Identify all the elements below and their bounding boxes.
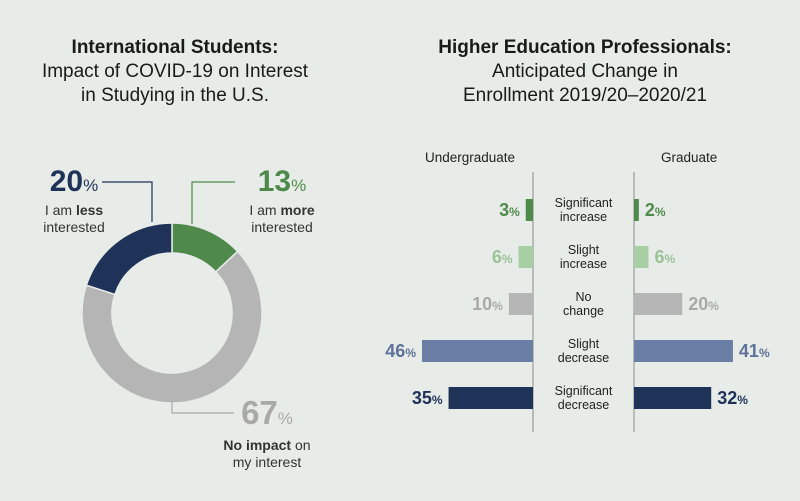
donut-pct-less: 20% <box>49 165 99 198</box>
donut-label-no-impact: 67% No impact on my interest <box>212 395 322 471</box>
value-label-undergraduate: 10% <box>472 294 503 314</box>
right-title-line-2: Anticipated Change in <box>492 61 678 82</box>
right-title-line-3: Enrollment 2019/20–2020/21 <box>462 85 708 106</box>
bar-undergraduate <box>422 340 533 362</box>
col-head-undergraduate: Undergraduate <box>425 150 516 165</box>
bar-undergraduate <box>508 293 533 315</box>
donut-slice-no-impact <box>81 250 263 404</box>
left-title-line-2: Impact of COVID-19 on Interest <box>41 61 309 82</box>
value-label-graduate: 32% <box>717 388 748 408</box>
value-label-graduate: 2% <box>644 200 666 220</box>
left-title-line-1: International Students: <box>71 37 279 58</box>
bar-graduate <box>634 199 639 221</box>
right-chart-title: Higher Education Professionals: Anticipa… <box>385 36 785 108</box>
bar-undergraduate <box>518 246 533 268</box>
left-chart-title: International Students: Impact of COVID-… <box>25 36 325 108</box>
donut-pct-no-impact: 67% <box>241 394 293 431</box>
leader-line-no-impact <box>171 401 234 414</box>
value-label-graduate: 20% <box>688 294 719 314</box>
bar-graduate <box>634 340 733 362</box>
donut-label-less: 20% I am less interested <box>14 166 134 236</box>
value-label-undergraduate: 46% <box>385 341 416 361</box>
leader-line-less <box>102 181 153 222</box>
category-label: Slight increase <box>559 243 608 271</box>
donut-slice-less <box>85 222 173 296</box>
bar-undergraduate <box>525 199 533 221</box>
category-label: Slight decrease <box>557 337 610 365</box>
donut-label-more: 13% I am more interested <box>222 166 342 236</box>
value-label-undergraduate: 35% <box>411 388 443 408</box>
donut-pct-more: 13% <box>257 165 307 198</box>
right-title-line-1: Higher Education Professionals: <box>438 37 732 58</box>
category-label: Significant increase <box>554 196 613 224</box>
bar-undergraduate <box>448 387 533 409</box>
bar-graduate <box>634 246 649 268</box>
value-label-graduate: 41% <box>738 341 770 361</box>
leader-line-more <box>191 181 235 224</box>
value-label-graduate: 6% <box>654 247 676 267</box>
bar-graduate <box>634 387 712 409</box>
left-title-line-3: in Studying in the U.S. <box>81 85 269 106</box>
category-label: Significant decrease <box>554 384 613 412</box>
value-label-undergraduate: 6% <box>491 247 513 267</box>
value-label-undergraduate: 3% <box>499 200 520 220</box>
bar-graduate <box>634 293 683 315</box>
category-label: No change <box>562 290 604 318</box>
col-head-graduate: Graduate <box>661 150 718 165</box>
